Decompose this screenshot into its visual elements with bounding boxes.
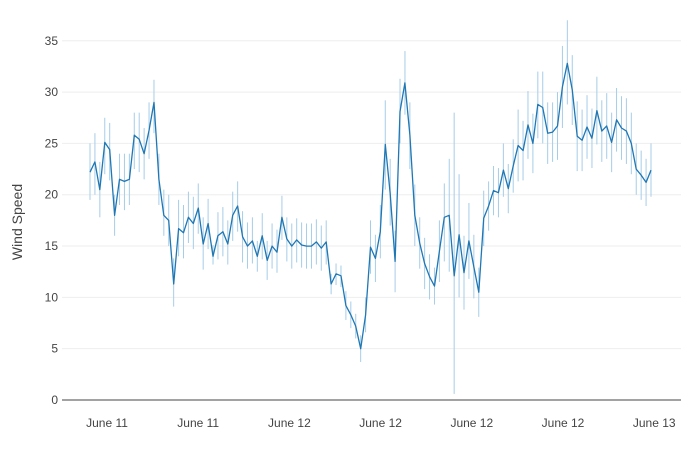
y-tick-label: 30 <box>45 85 59 99</box>
y-tick-label: 25 <box>45 136 59 150</box>
y-tick-label: 5 <box>51 342 58 356</box>
y-tick-label: 15 <box>45 239 59 253</box>
x-tick-label: June 12 <box>359 416 402 430</box>
x-tick-label: June 11 <box>177 416 219 430</box>
x-tick-label: June 13 <box>633 416 676 430</box>
y-tick-label: 0 <box>51 393 58 407</box>
y-tick-labels: 0 5 10 15 20 25 30 35 <box>45 34 59 407</box>
x-tick-label: June 11 <box>86 416 128 430</box>
y-tick-label: 35 <box>45 34 59 48</box>
error-bars <box>89 20 652 394</box>
grid-lines <box>62 40 681 350</box>
y-axis-title: Wind Speed <box>9 184 25 260</box>
wind-speed-line <box>89 62 652 350</box>
x-tick-labels: June 11 June 11 June 12 June 12 June 12 June … <box>86 416 676 430</box>
y-tick-label: 10 <box>45 290 59 304</box>
x-tick-label: June 12 <box>268 416 311 430</box>
x-tick-label: June 12 <box>542 416 585 430</box>
series-lines <box>89 62 652 350</box>
x-tick-label: June 12 <box>450 416 493 430</box>
y-tick-label: 20 <box>45 188 59 202</box>
